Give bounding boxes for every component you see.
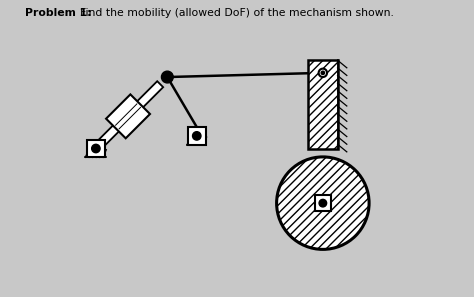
Bar <box>87 140 105 157</box>
Text: Find the mobility (allowed DoF) of the mechanism shown.: Find the mobility (allowed DoF) of the m… <box>80 8 394 18</box>
Bar <box>308 60 337 148</box>
Circle shape <box>192 132 201 140</box>
Circle shape <box>319 69 327 77</box>
Circle shape <box>91 144 100 153</box>
Ellipse shape <box>277 157 369 249</box>
Circle shape <box>162 71 173 83</box>
Circle shape <box>319 199 327 207</box>
Bar <box>188 127 206 145</box>
Text: Problem 1:: Problem 1: <box>25 8 92 18</box>
Polygon shape <box>97 81 163 148</box>
Bar <box>315 195 331 211</box>
Circle shape <box>321 71 325 75</box>
Polygon shape <box>106 94 150 138</box>
